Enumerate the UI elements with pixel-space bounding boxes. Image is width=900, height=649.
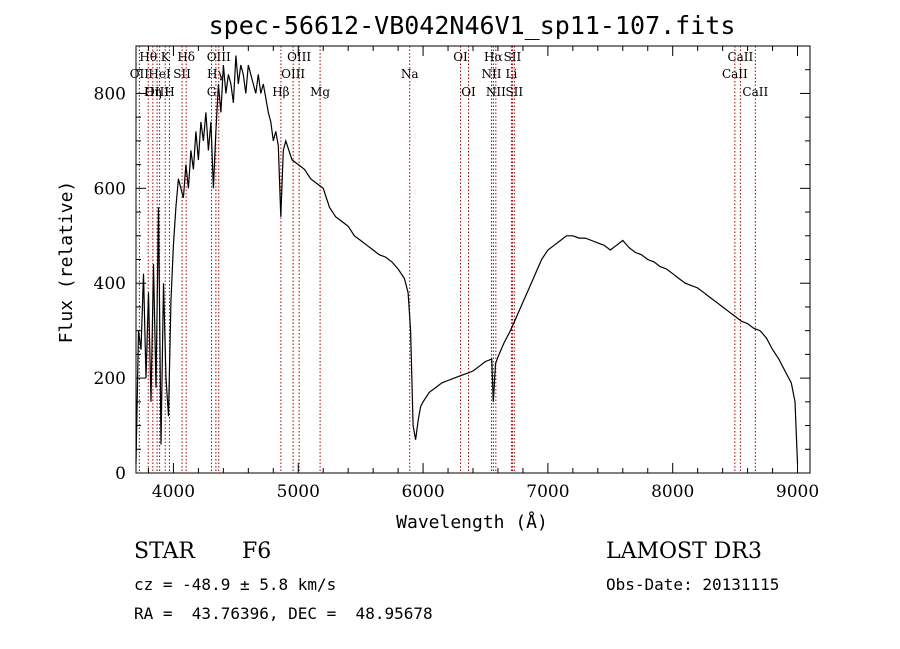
spectral-line-label: OIII	[281, 67, 305, 81]
axis-tick-labels: 4000 5000 6000 7000 8000 9000 0 200 400 600 800	[94, 84, 820, 502]
spectral-line-label: OIII	[207, 50, 231, 64]
y-tick-label: 0	[115, 464, 126, 484]
x-tick-label: 9000	[776, 482, 819, 502]
redshift-text: cz = -48.9 ± 5.8 km/s	[134, 575, 337, 594]
x-tick-label: 6000	[401, 482, 444, 502]
spectral-line-label: Hη	[144, 85, 162, 99]
x-axis-label: Wavelength (Å)	[396, 511, 548, 533]
obs-date-text: Obs-Date: 20131115	[606, 575, 780, 594]
x-tick-label: 5000	[277, 482, 320, 502]
spectral-line-label: NII	[486, 85, 506, 99]
spectral-line-label: CaII	[742, 85, 768, 99]
y-axis-label: Flux (relative)	[56, 181, 77, 344]
axis-ticks	[136, 46, 810, 474]
spectral-line-label: CaII	[722, 67, 748, 81]
spectral-line-label: SII	[505, 85, 523, 99]
x-tick-label: 7000	[526, 482, 569, 502]
spectral-line-label: OIII	[145, 85, 169, 99]
spectral-line-label: G	[207, 85, 217, 99]
object-class: STAR	[134, 539, 195, 564]
spectral-line-label: OI	[453, 50, 468, 64]
y-tick-label: 400	[94, 274, 126, 294]
spectral-line-label: Hδ	[177, 50, 195, 64]
spectral-line-markers	[138, 46, 756, 473]
x-tick-label: 8000	[651, 482, 694, 502]
spectral-line-label: Hβ	[272, 85, 289, 99]
object-subclass: F6	[242, 539, 272, 564]
spectral-line-label: CaII	[727, 50, 753, 64]
spectral-line-label: NII	[481, 67, 501, 81]
x-tick-label: 4000	[152, 482, 195, 502]
chart-title: spec-56612-VB042N46V1_sp11-107.fits	[209, 11, 736, 40]
plot-frame	[135, 45, 811, 474]
spectral-line-label: Mg	[310, 85, 330, 99]
spectral-line-label: SII	[504, 50, 522, 64]
spectral-line-label: HeI	[148, 67, 171, 81]
spectral-line-label: OII	[130, 67, 150, 81]
spectral-line-label: K	[161, 50, 171, 64]
y-tick-label: 200	[94, 369, 126, 389]
y-tick-label: 800	[94, 84, 126, 104]
spectral-line-label: Hγ	[207, 67, 225, 81]
survey-name: LAMOST DR3	[606, 539, 762, 564]
flux-series-line	[135, 55, 799, 464]
spectral-line-label: SII	[173, 67, 191, 81]
spectral-line-label: Li	[506, 67, 518, 81]
spectral-line-label: H	[164, 85, 174, 99]
spectral-line-label: Na	[401, 67, 419, 81]
y-tick-label: 600	[94, 179, 126, 199]
spectral-line-label: OI	[461, 85, 476, 99]
spectral-line-label: OIII	[287, 50, 311, 64]
spectral-line-label: Hα	[484, 50, 503, 64]
spectral-line-label: Hθ	[139, 50, 157, 64]
coordinates-text: RA = 43.76396, DEC = 48.95678	[134, 604, 433, 623]
